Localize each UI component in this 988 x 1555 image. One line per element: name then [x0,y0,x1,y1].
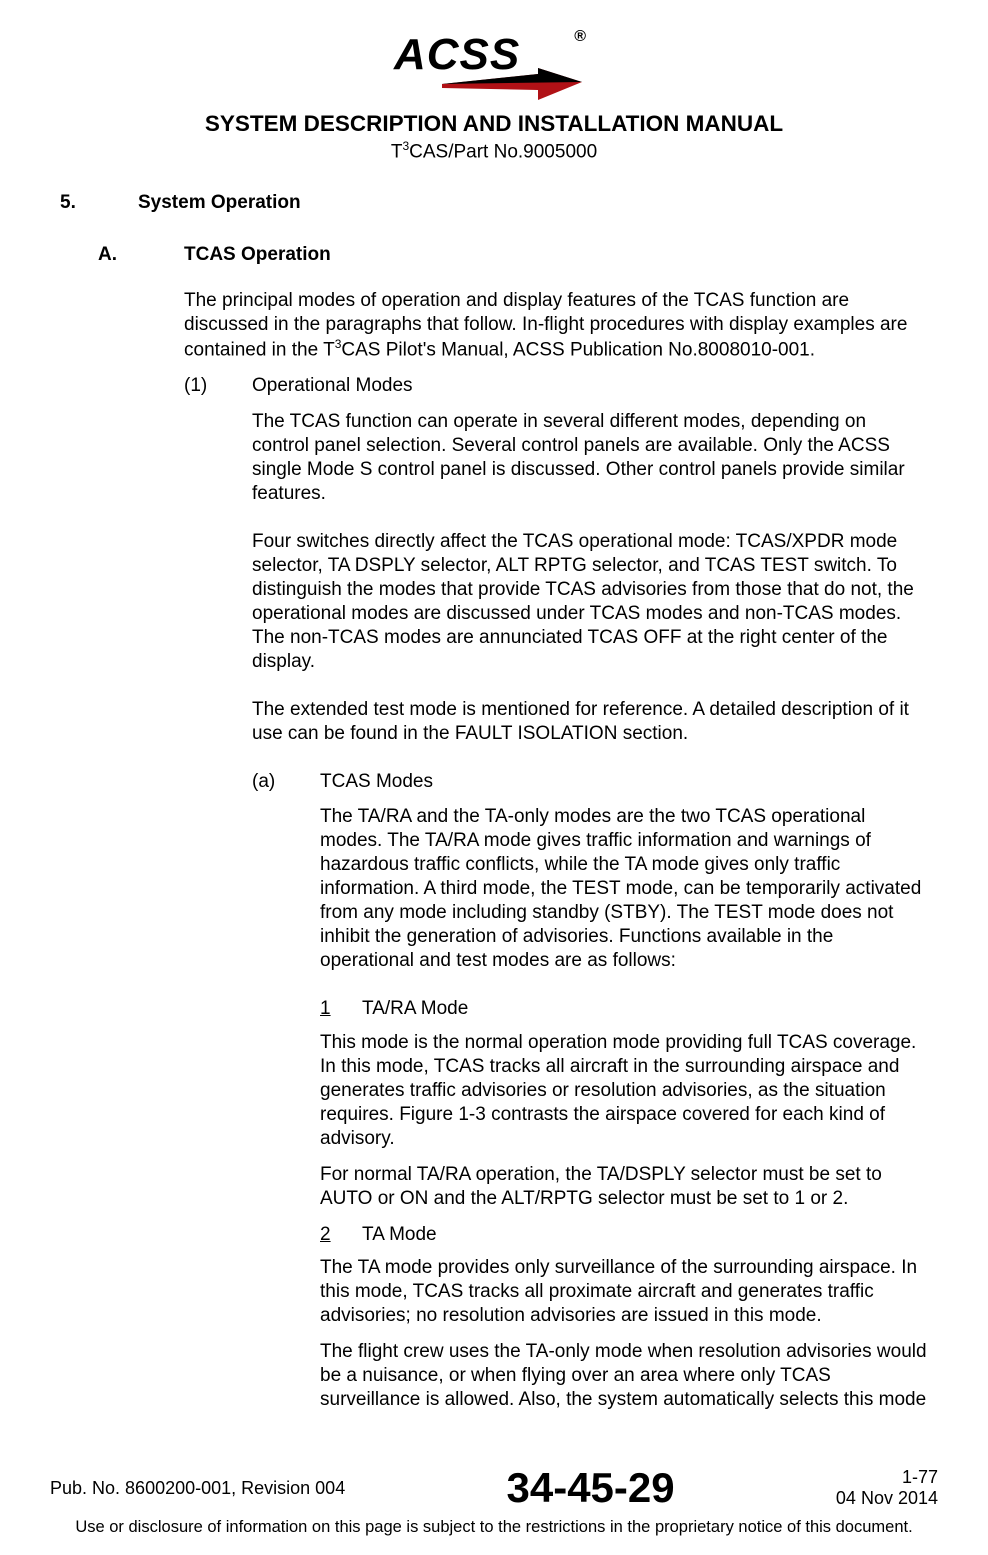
subtitle-pre: T [391,141,403,162]
item-a-num: (a) [252,770,320,794]
manual-subtitle: T3CAS/Part No.9005000 [60,139,928,163]
mode-2-num: 2 [320,1223,362,1247]
mode-2-para2: The flight crew uses the TA-only mode wh… [320,1340,928,1412]
item-1-para3-row: The extended test mode is mentioned for … [184,698,928,758]
item-1-title: Operational Modes [252,374,928,398]
mode-1-heading: 1 TA/RA Mode [320,997,928,1021]
footer-pub: Pub. No. 8600200-001, Revision 004 [50,1478,345,1499]
logo-arrow-icon [442,68,582,104]
section-5-heading: 5. System Operation [60,191,928,215]
item-1-para3: The extended test mode is mentioned for … [252,698,928,746]
manual-title: SYSTEM DESCRIPTION AND INSTALLATION MANU… [60,111,928,137]
logo-block: ACSS ® [60,28,928,105]
footer-right: 1-77 04 Nov 2014 [836,1467,938,1509]
footer-date: 04 Nov 2014 [836,1488,938,1508]
item-a-para1-row: The TA/RA and the TA-only modes are the … [252,805,928,985]
item-1-para1: The TCAS function can operate in several… [252,410,928,506]
item-1-para2: Four switches directly affect the TCAS o… [252,530,928,674]
mode-1-title: TA/RA Mode [362,997,928,1021]
subtitle-post: CAS/Part No.9005000 [409,141,597,162]
item-1-para2-row: Four switches directly affect the TCAS o… [184,530,928,686]
item-a-heading: (a) TCAS Modes [252,770,928,794]
mode-2-heading: 2 TA Mode [320,1223,928,1247]
acss-logo: ACSS ® [394,28,594,100]
footer-docnum: 34-45-29 [345,1464,836,1512]
mode-1-num: 1 [320,997,362,1021]
page-footer: Pub. No. 8600200-001, Revision 004 34-45… [0,1464,988,1537]
page-content: 5. System Operation A. TCAS Operation Th… [60,191,928,1412]
mode-2-para1: The TA mode provides only surveillance o… [320,1256,928,1328]
footer-row: Pub. No. 8600200-001, Revision 004 34-45… [50,1464,938,1512]
mode-1-para2: For normal TA/RA operation, the TA/DSPLY… [320,1163,928,1211]
item-a-para1: The TA/RA and the TA-only modes are the … [320,805,928,973]
section-a-num: A. [98,243,184,267]
item-1-num: (1) [184,374,252,398]
item-1-para1-row: The TCAS function can operate in several… [184,410,928,518]
footer-page: 1-77 [836,1467,938,1488]
item-1-heading: (1) Operational Modes [184,374,928,398]
section-5-num: 5. [60,191,138,215]
item-a-title: TCAS Modes [320,770,928,794]
section-a-title: TCAS Operation [184,243,331,267]
footer-notice: Use or disclosure of information on this… [50,1518,938,1537]
section-5-title: System Operation [138,191,301,215]
intro-paragraph: The principal modes of operation and dis… [184,289,928,362]
intro-post: CAS Pilot's Manual, ACSS Publication No.… [341,339,815,360]
section-a-heading: A. TCAS Operation [98,243,928,267]
mode-2-title: TA Mode [362,1223,928,1247]
mode-1-para1: This mode is the normal operation mode p… [320,1031,928,1151]
logo-registered: ® [574,28,586,46]
